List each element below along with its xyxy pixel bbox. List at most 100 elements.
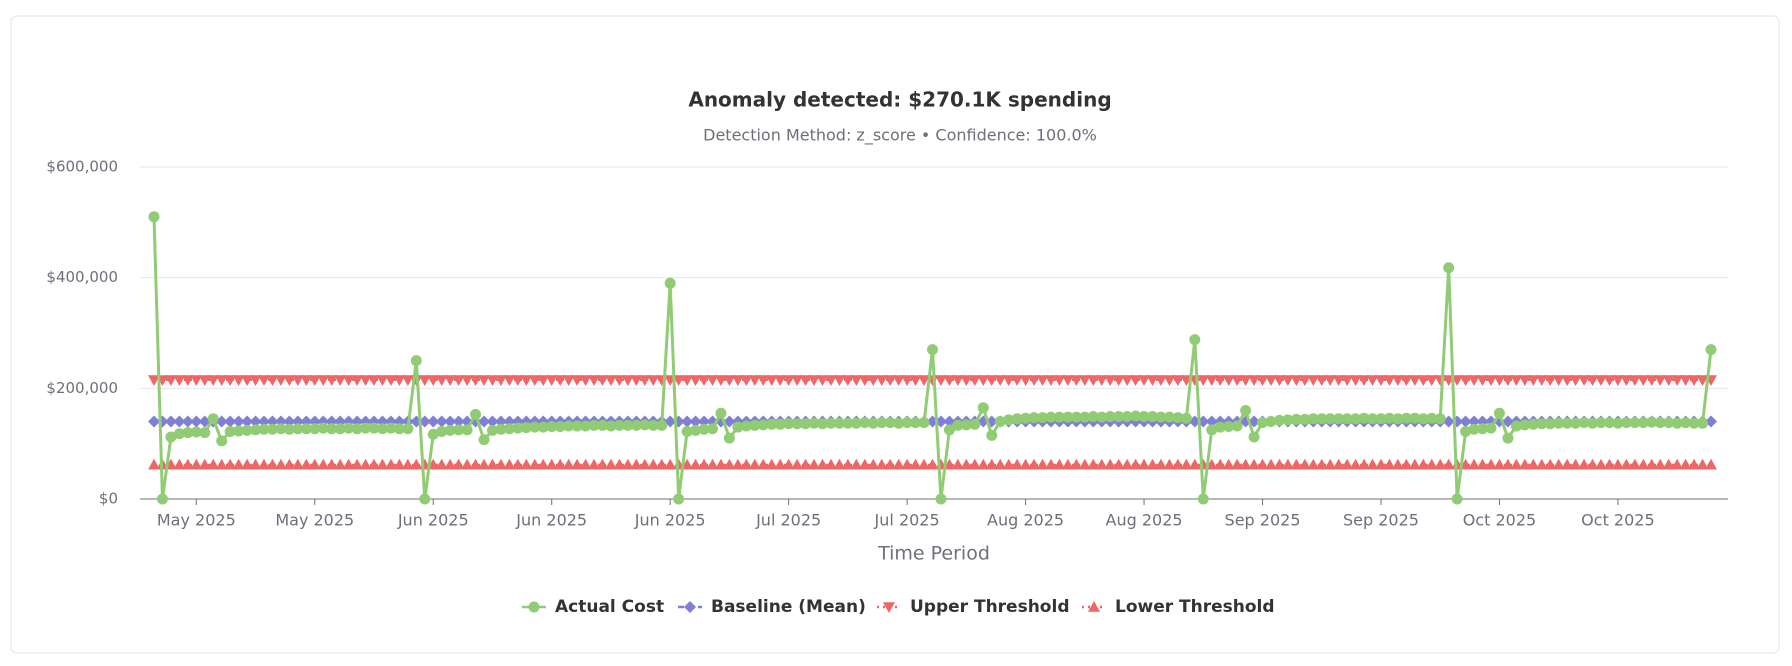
data-point — [266, 458, 279, 470]
data-point — [562, 458, 575, 470]
data-point — [588, 419, 600, 431]
data-point — [384, 458, 397, 470]
data-point — [486, 375, 499, 387]
data-point — [1518, 375, 1531, 387]
data-point — [1553, 417, 1565, 429]
data-point — [1044, 458, 1057, 470]
data-point — [1645, 458, 1658, 470]
data-point — [1544, 375, 1557, 387]
data-point — [1222, 375, 1235, 387]
data-point — [1130, 410, 1142, 422]
data-point — [1324, 375, 1337, 387]
data-point — [596, 419, 608, 431]
data-point — [774, 375, 787, 387]
data-point — [909, 458, 922, 470]
data-point — [1569, 375, 1582, 387]
x-tick-label: Jul 2025 — [874, 511, 940, 530]
chart-title: Anomaly detected: $270.1K spending — [688, 88, 1111, 112]
data-point — [655, 458, 668, 470]
data-point — [258, 415, 271, 428]
x-tick-label: Sep 2025 — [1225, 511, 1301, 530]
data-point — [1383, 375, 1396, 387]
data-point — [1485, 422, 1497, 434]
data-point — [1087, 375, 1100, 387]
data-point — [757, 458, 770, 470]
data-point — [884, 375, 897, 387]
y-tick-label: $400,000 — [46, 268, 118, 286]
data-point — [1257, 417, 1269, 429]
data-point — [520, 375, 533, 387]
data-point — [334, 423, 346, 435]
data-point — [1248, 375, 1261, 387]
data-point — [943, 458, 956, 470]
data-point — [638, 375, 651, 387]
data-point — [1426, 412, 1438, 424]
y-tick-label: $600,000 — [46, 158, 118, 176]
x-tick-label: Aug 2025 — [1106, 511, 1183, 530]
data-point — [841, 375, 854, 387]
data-point — [469, 375, 482, 387]
data-point — [241, 415, 254, 428]
data-point — [1002, 375, 1015, 387]
data-point — [494, 375, 507, 387]
data-point — [1374, 375, 1387, 387]
data-point — [1468, 458, 1481, 470]
data-point — [816, 458, 829, 470]
data-point — [207, 375, 220, 387]
data-point — [545, 375, 558, 387]
data-point — [232, 415, 245, 428]
data-point — [630, 375, 643, 387]
data-point — [706, 375, 719, 387]
data-point — [698, 458, 711, 470]
data-point — [1536, 418, 1548, 430]
data-point — [1367, 413, 1379, 425]
data-point — [1696, 375, 1709, 387]
data-point — [968, 375, 981, 387]
data-point — [901, 375, 914, 387]
data-point — [1315, 375, 1328, 387]
data-point — [1019, 458, 1032, 470]
data-point — [325, 458, 338, 470]
data-point — [427, 375, 440, 387]
data-point — [1248, 458, 1261, 470]
data-point — [579, 458, 592, 470]
data-point — [1578, 458, 1591, 470]
x-tick-label: Jun 2025 — [515, 511, 587, 530]
data-point — [1535, 458, 1548, 470]
data-point — [1037, 412, 1049, 424]
data-point — [1281, 375, 1294, 387]
data-point — [1256, 458, 1269, 470]
data-point — [1434, 458, 1447, 470]
data-point — [1502, 432, 1514, 444]
data-point — [765, 375, 778, 387]
data-point — [486, 424, 498, 436]
data-point — [250, 424, 262, 436]
data-point — [1519, 419, 1531, 431]
data-point — [1417, 375, 1430, 387]
data-point — [1612, 417, 1624, 429]
data-point — [876, 417, 888, 429]
data-point — [1460, 425, 1472, 437]
data-point — [164, 375, 177, 387]
data-point — [1231, 375, 1244, 387]
data-point — [1290, 413, 1302, 425]
data-point — [1299, 413, 1311, 425]
data-point — [1501, 375, 1514, 387]
data-point — [782, 375, 795, 387]
data-point — [757, 419, 769, 431]
data-point — [359, 375, 372, 387]
data-point — [1070, 375, 1083, 387]
x-tick-label: Jun 2025 — [634, 511, 706, 530]
data-point — [935, 493, 947, 505]
data-point — [824, 375, 837, 387]
data-point — [436, 425, 448, 437]
data-point — [1510, 420, 1522, 432]
x-tick-label: Jul 2025 — [755, 511, 821, 530]
data-point — [1180, 458, 1193, 470]
data-point — [656, 419, 668, 431]
data-point — [1544, 458, 1557, 470]
data-point — [164, 415, 177, 428]
data-point — [647, 419, 659, 431]
data-point — [300, 423, 312, 435]
data-point — [554, 375, 567, 387]
